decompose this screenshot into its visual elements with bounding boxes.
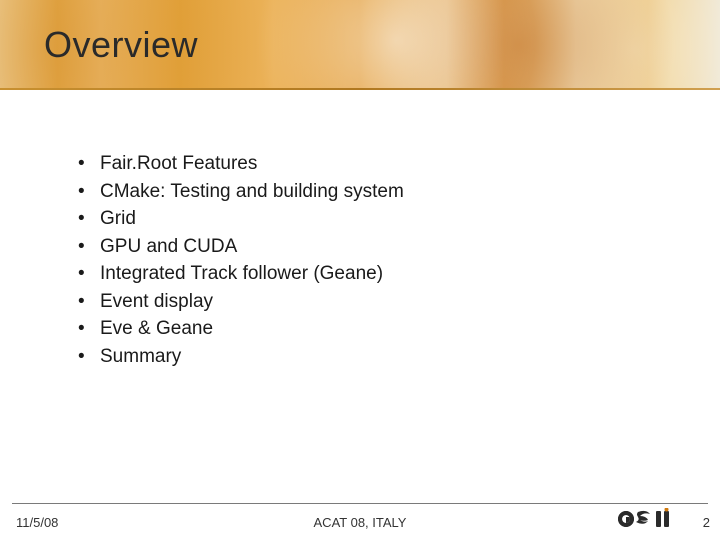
footer-conference: ACAT 08, ITALY — [0, 515, 720, 530]
slide-title: Overview — [44, 24, 198, 66]
gsi-logo-icon — [616, 508, 678, 530]
list-item: Fair.Root Features — [72, 150, 404, 178]
list-item: Integrated Track follower (Geane) — [72, 260, 404, 288]
footer: 11/5/08 ACAT 08, ITALY 2 — [0, 508, 720, 532]
list-item: CMake: Testing and building system — [72, 178, 404, 206]
bullet-list: Fair.Root Features CMake: Testing and bu… — [72, 150, 404, 370]
list-item: GPU and CUDA — [72, 233, 404, 261]
content-area: Fair.Root Features CMake: Testing and bu… — [72, 150, 404, 370]
footer-page-number: 2 — [703, 515, 710, 530]
slide: Overview Fair.Root Features CMake: Testi… — [0, 0, 720, 540]
list-item: Grid — [72, 205, 404, 233]
list-item: Event display — [72, 288, 404, 316]
list-item: Eve & Geane — [72, 315, 404, 343]
footer-rule — [12, 503, 708, 504]
list-item: Summary — [72, 343, 404, 371]
